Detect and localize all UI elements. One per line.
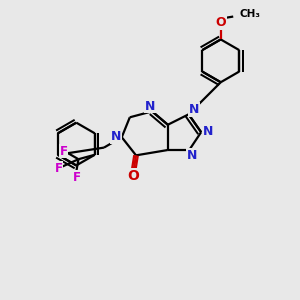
Text: O: O (215, 16, 226, 29)
Text: F: F (73, 170, 81, 184)
Text: CH₃: CH₃ (240, 9, 261, 19)
Text: F: F (55, 162, 63, 175)
Text: O: O (128, 169, 140, 183)
Text: N: N (145, 100, 155, 112)
Text: N: N (202, 125, 213, 138)
Text: F: F (60, 145, 68, 158)
Text: N: N (189, 103, 199, 116)
Text: N: N (111, 130, 121, 143)
Text: N: N (187, 149, 197, 162)
